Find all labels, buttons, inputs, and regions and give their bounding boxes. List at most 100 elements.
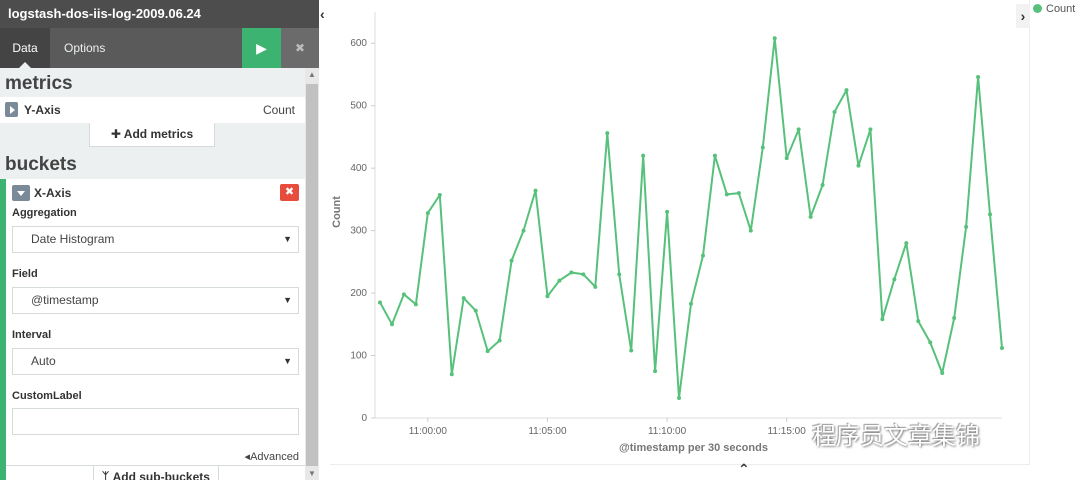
add-sub-buckets-button[interactable]: ᛉ Add sub-buckets	[93, 465, 219, 480]
aggregation-select[interactable]: Date Histogram ▼	[12, 226, 299, 253]
interval-label: Interval	[12, 329, 52, 341]
data-point[interactable]	[389, 322, 394, 327]
data-point[interactable]	[545, 294, 550, 299]
play-icon: ▶	[256, 40, 267, 56]
custom-label-label: CustomLabel	[12, 390, 82, 402]
y-tick-label: 200	[350, 288, 367, 299]
data-point[interactable]	[1000, 346, 1004, 351]
x-axis-title: @timestamp per 30 seconds	[619, 442, 768, 454]
data-point[interactable]	[724, 192, 729, 197]
data-point[interactable]	[677, 396, 682, 401]
data-point[interactable]	[473, 308, 478, 313]
data-point[interactable]	[533, 188, 538, 193]
data-point[interactable]	[844, 88, 849, 93]
data-point[interactable]	[378, 300, 382, 305]
editor-sidebar: logstash-dos-iis-log-2009.06.24 Data Opt…	[0, 0, 319, 480]
close-icon: ✖	[284, 186, 295, 198]
index-pattern-title: logstash-dos-iis-log-2009.06.24	[0, 0, 319, 28]
data-point[interactable]	[413, 302, 418, 307]
expand-caret-icon[interactable]	[5, 102, 18, 117]
collapse-sidebar-chevron-icon[interactable]: ‹	[320, 6, 325, 22]
advanced-toggle-link[interactable]: ◂Advanced	[245, 450, 299, 463]
x-tick-label: 11:05:00	[528, 426, 567, 437]
data-point[interactable]	[689, 301, 693, 306]
advanced-label: Advanced	[250, 451, 299, 463]
data-point[interactable]	[988, 212, 993, 217]
tab-options[interactable]: Options	[64, 41, 106, 55]
xaxis-label: X-Axis	[34, 186, 72, 200]
data-point[interactable]	[700, 253, 705, 258]
remove-bucket-button[interactable]: ✖	[280, 184, 299, 201]
discard-changes-button[interactable]: ✖	[281, 28, 319, 68]
data-point[interactable]	[964, 224, 969, 229]
legend-color-dot	[1033, 4, 1042, 13]
data-point[interactable]	[653, 369, 658, 374]
scroll-up-arrow-icon[interactable]: ▲	[308, 70, 316, 79]
data-point[interactable]	[868, 127, 873, 132]
data-point[interactable]	[748, 228, 753, 233]
data-point[interactable]	[820, 183, 825, 188]
interval-select[interactable]: Auto ▼	[12, 348, 299, 375]
data-point[interactable]	[784, 156, 789, 161]
data-point[interactable]	[952, 316, 957, 321]
expand-spy-panel-chevron-icon[interactable]: ⌃	[738, 461, 750, 477]
data-point[interactable]	[760, 145, 765, 150]
data-point[interactable]	[940, 371, 945, 376]
sidebar-scrollbar[interactable]: ▲ ▼	[305, 68, 319, 480]
tab-data[interactable]: Data	[0, 28, 50, 68]
data-point[interactable]	[641, 153, 646, 158]
aggregation-label: Aggregation	[12, 207, 77, 219]
data-point[interactable]	[928, 340, 933, 345]
data-point[interactable]	[605, 131, 610, 136]
data-point[interactable]	[808, 214, 813, 219]
data-point[interactable]	[617, 272, 622, 277]
legend-toggle-chevron-icon[interactable]: ›	[1016, 4, 1030, 28]
data-point[interactable]	[437, 193, 442, 198]
data-point[interactable]	[569, 270, 574, 275]
data-point[interactable]	[856, 163, 861, 168]
chart-bottom-bar	[330, 464, 1030, 480]
yaxis-metric-row[interactable]: Y-Axis Count	[0, 97, 305, 123]
scroll-thumb[interactable]	[306, 84, 318, 466]
chart-frame	[330, 0, 1030, 464]
data-point[interactable]	[736, 191, 741, 196]
data-point[interactable]	[425, 211, 430, 216]
data-point[interactable]	[509, 258, 514, 263]
data-point[interactable]	[880, 317, 885, 322]
custom-label-input[interactable]	[12, 408, 299, 435]
line-chart: 0 100 200 300 400 500 600 11:00:00 11:05:00 11:10…	[331, 12, 1004, 454]
data-point[interactable]	[497, 338, 502, 343]
data-point[interactable]	[832, 109, 837, 114]
add-sub-buckets-label: Add sub-buckets	[112, 470, 210, 480]
data-point[interactable]	[772, 36, 777, 41]
data-point[interactable]	[629, 348, 634, 353]
watermark-text: 程序员文章集锦	[812, 422, 980, 450]
data-point[interactable]	[892, 277, 897, 282]
data-point[interactable]	[449, 372, 454, 377]
data-point[interactable]	[401, 292, 406, 297]
data-point[interactable]	[461, 296, 466, 301]
sub-buckets-divider-left	[6, 465, 93, 480]
y-tick-label: 0	[361, 413, 367, 424]
legend-entry[interactable]: Count	[1033, 3, 1075, 15]
data-point[interactable]	[521, 228, 526, 233]
metrics-heading: metrics	[5, 73, 73, 94]
data-point[interactable]	[976, 74, 981, 79]
field-select[interactable]: @timestamp ▼	[12, 287, 299, 314]
data-point[interactable]	[712, 153, 717, 158]
data-point[interactable]	[581, 272, 586, 277]
y-tick-label: 400	[350, 163, 367, 174]
field-label: Field	[12, 268, 38, 280]
add-metrics-button[interactable]: ✚ Add metrics	[89, 123, 215, 147]
data-point[interactable]	[557, 278, 562, 283]
data-point[interactable]	[904, 241, 909, 246]
collapse-caret-icon[interactable]	[12, 185, 30, 201]
scroll-down-arrow-icon[interactable]: ▼	[308, 469, 316, 478]
data-point[interactable]	[916, 319, 921, 324]
data-point[interactable]	[796, 127, 801, 132]
apply-changes-button[interactable]: ▶	[242, 28, 281, 68]
data-point[interactable]	[593, 284, 598, 289]
data-point[interactable]	[485, 349, 490, 354]
y-tick-label: 500	[350, 101, 367, 112]
data-point[interactable]	[665, 209, 670, 214]
